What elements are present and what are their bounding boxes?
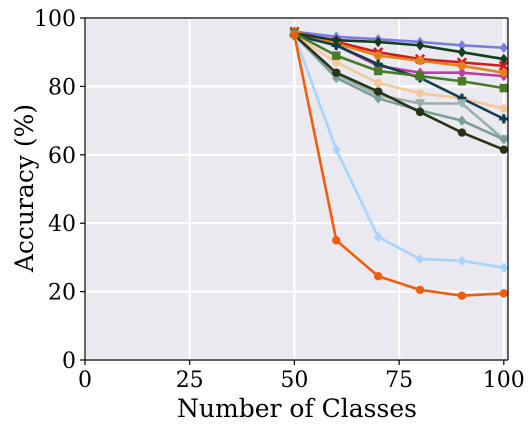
series-line xyxy=(294,30,504,50)
data-point xyxy=(415,71,425,81)
data-point xyxy=(415,99,426,109)
series-line xyxy=(293,34,505,110)
data-point xyxy=(373,272,383,281)
data-point xyxy=(457,67,467,78)
data-point xyxy=(499,104,509,113)
data-point xyxy=(499,289,509,298)
data-point xyxy=(290,30,299,40)
data-point xyxy=(457,128,467,137)
y-tick-label: 60 xyxy=(48,144,76,169)
data-point xyxy=(415,285,425,295)
x-tick-label: 0 xyxy=(78,368,92,393)
data-point xyxy=(373,51,383,60)
data-point xyxy=(499,262,509,273)
x-tick-label: 50 xyxy=(280,368,308,393)
x-tick-label: 25 xyxy=(176,368,204,393)
y-tick-label: 40 xyxy=(48,212,76,237)
data-point xyxy=(499,114,509,124)
data-point xyxy=(415,56,425,65)
x-axis-title: Number of Classes xyxy=(177,394,417,423)
data-point xyxy=(373,36,383,48)
data-point xyxy=(457,115,467,126)
x-tick-label: 100 xyxy=(483,368,525,393)
data-point xyxy=(332,34,341,46)
y-tick-label: 100 xyxy=(34,7,76,32)
x-tick-label: 75 xyxy=(385,368,413,393)
y-tick-label: 80 xyxy=(48,75,76,100)
data-point xyxy=(415,253,425,265)
data-point xyxy=(373,93,383,104)
data-point xyxy=(498,60,509,71)
series-line xyxy=(294,33,505,121)
data-point xyxy=(456,99,467,109)
data-point xyxy=(457,40,467,51)
series-line xyxy=(293,34,504,298)
series-line xyxy=(293,32,505,90)
data-point xyxy=(373,66,383,76)
data-point xyxy=(499,134,509,145)
series-line xyxy=(293,34,505,151)
y-tick-label: 20 xyxy=(48,281,76,306)
series-line xyxy=(293,34,505,141)
data-point xyxy=(332,144,341,155)
data-point xyxy=(499,68,509,77)
data-point xyxy=(415,89,425,98)
data-point xyxy=(415,107,425,117)
y-tick-label: 0 xyxy=(62,349,76,374)
data-point xyxy=(332,58,341,67)
data-point xyxy=(373,231,383,243)
data-point xyxy=(332,236,341,245)
data-point xyxy=(499,42,509,54)
data-point xyxy=(457,291,467,300)
data-point xyxy=(415,40,425,51)
data-point xyxy=(457,46,467,58)
plot-background xyxy=(85,18,508,360)
data-point xyxy=(457,255,467,267)
data-point xyxy=(373,87,383,96)
data-point xyxy=(332,51,341,60)
series-line xyxy=(294,30,505,75)
y-axis-title: Accuracy (%) xyxy=(10,104,39,273)
data-point xyxy=(457,61,467,71)
data-point xyxy=(457,77,467,86)
data-point xyxy=(373,78,383,88)
data-point xyxy=(332,68,341,77)
data-point xyxy=(499,53,509,65)
series-line xyxy=(293,34,505,269)
series-line xyxy=(294,32,505,61)
data-point xyxy=(499,83,509,93)
data-point xyxy=(499,145,509,154)
